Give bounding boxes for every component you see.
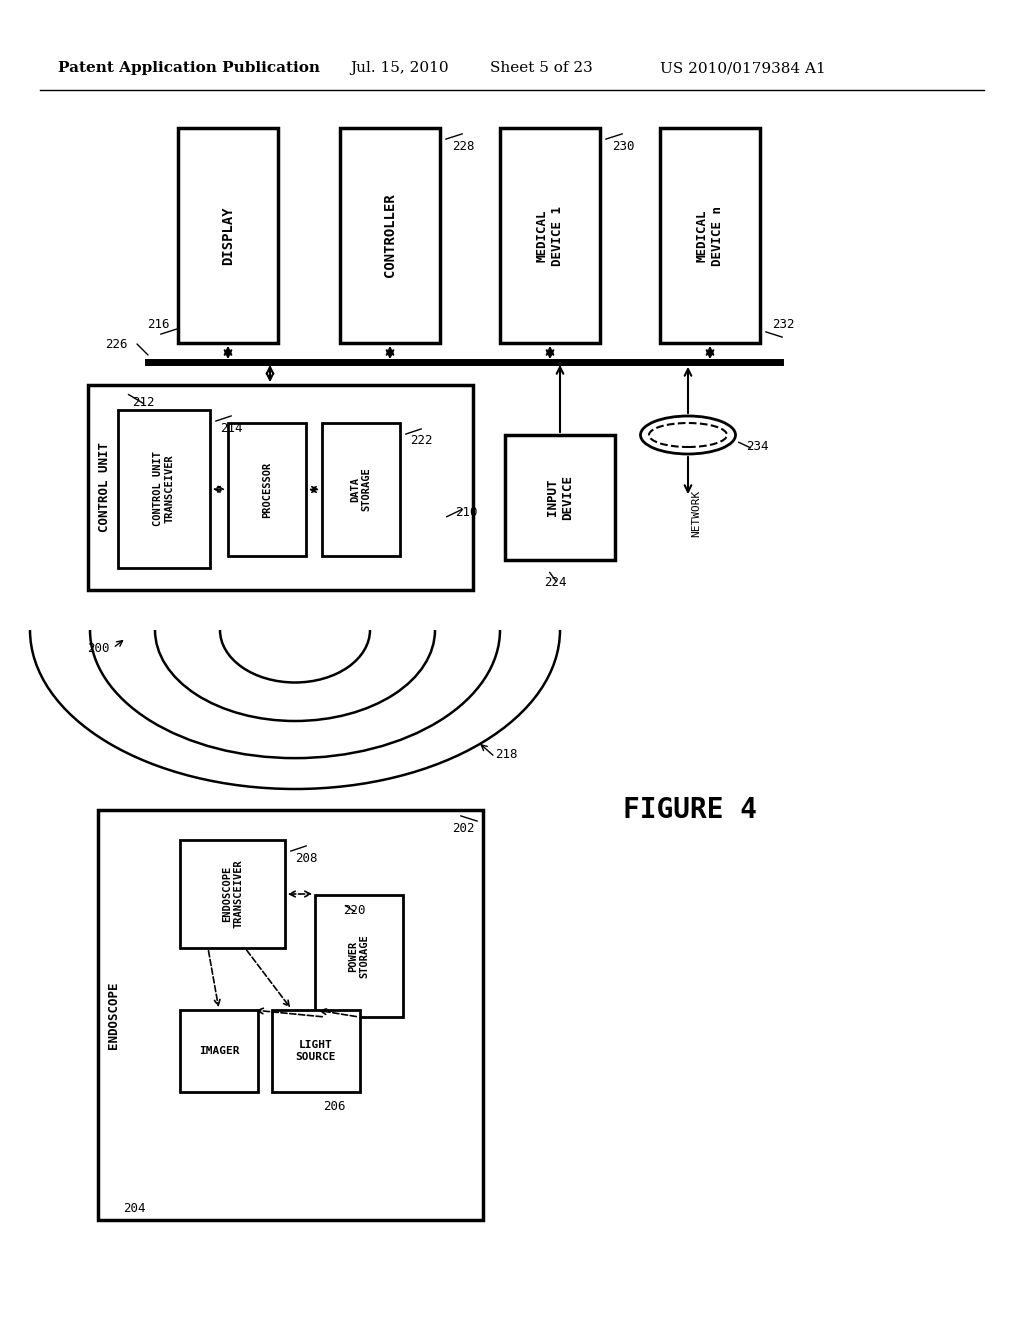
Bar bbox=[272, 1010, 360, 1092]
Bar bbox=[315, 895, 403, 1016]
Text: 234: 234 bbox=[746, 441, 768, 454]
Text: 224: 224 bbox=[544, 576, 566, 589]
Text: US 2010/0179384 A1: US 2010/0179384 A1 bbox=[660, 61, 825, 75]
Bar bbox=[180, 840, 285, 948]
Text: PROCESSOR: PROCESSOR bbox=[262, 462, 272, 517]
Bar bbox=[98, 810, 483, 1220]
Text: Sheet 5 of 23: Sheet 5 of 23 bbox=[490, 61, 593, 75]
Text: DISPLAY: DISPLAY bbox=[221, 206, 234, 265]
Text: 208: 208 bbox=[295, 851, 317, 865]
Bar bbox=[88, 385, 473, 590]
Text: 218: 218 bbox=[495, 748, 517, 762]
Text: MEDICAL
DEVICE 1: MEDICAL DEVICE 1 bbox=[536, 206, 564, 265]
Text: POWER
STORAGE: POWER STORAGE bbox=[348, 935, 370, 978]
Text: NETWORK: NETWORK bbox=[691, 490, 701, 537]
Bar bbox=[228, 422, 306, 556]
Text: 204: 204 bbox=[123, 1201, 145, 1214]
Bar bbox=[340, 128, 440, 343]
Bar bbox=[180, 1010, 258, 1092]
Text: INPUT
DEVICE: INPUT DEVICE bbox=[546, 475, 574, 520]
Text: 214: 214 bbox=[220, 421, 243, 434]
Text: FIGURE 4: FIGURE 4 bbox=[623, 796, 757, 824]
Text: Patent Application Publication: Patent Application Publication bbox=[58, 61, 319, 75]
Text: CONTROL UNIT
TRANSCEIVER: CONTROL UNIT TRANSCEIVER bbox=[154, 451, 175, 527]
Ellipse shape bbox=[640, 416, 735, 454]
Text: CONTROL UNIT: CONTROL UNIT bbox=[97, 442, 111, 532]
Bar bbox=[322, 422, 400, 556]
Text: ENDOSCOPE: ENDOSCOPE bbox=[108, 981, 121, 1049]
Text: 220: 220 bbox=[343, 904, 366, 917]
Text: CONTROLLER: CONTROLLER bbox=[383, 194, 397, 277]
Text: DATA
STORAGE: DATA STORAGE bbox=[350, 467, 372, 511]
Text: 216: 216 bbox=[147, 318, 170, 331]
Text: 202: 202 bbox=[453, 821, 475, 834]
Text: 212: 212 bbox=[132, 396, 155, 409]
Text: 200: 200 bbox=[87, 642, 110, 655]
Text: 228: 228 bbox=[452, 140, 474, 153]
Text: 230: 230 bbox=[612, 140, 635, 153]
Bar bbox=[118, 411, 210, 568]
Text: IMAGER: IMAGER bbox=[199, 1045, 240, 1056]
Text: MEDICAL
DEVICE n: MEDICAL DEVICE n bbox=[696, 206, 724, 265]
Text: 210: 210 bbox=[455, 507, 477, 520]
Bar bbox=[505, 436, 615, 560]
Bar bbox=[660, 128, 760, 343]
Text: Jul. 15, 2010: Jul. 15, 2010 bbox=[350, 61, 449, 75]
Ellipse shape bbox=[649, 422, 727, 447]
Text: 226: 226 bbox=[105, 338, 128, 351]
Text: LIGHT
SOURCE: LIGHT SOURCE bbox=[296, 1040, 336, 1061]
Bar bbox=[500, 128, 600, 343]
Text: 222: 222 bbox=[410, 434, 432, 447]
Text: 232: 232 bbox=[772, 318, 795, 331]
Text: 206: 206 bbox=[323, 1100, 345, 1113]
Text: ENDOSCOPE
TRANSCEIVER: ENDOSCOPE TRANSCEIVER bbox=[222, 859, 244, 928]
Bar bbox=[178, 128, 278, 343]
